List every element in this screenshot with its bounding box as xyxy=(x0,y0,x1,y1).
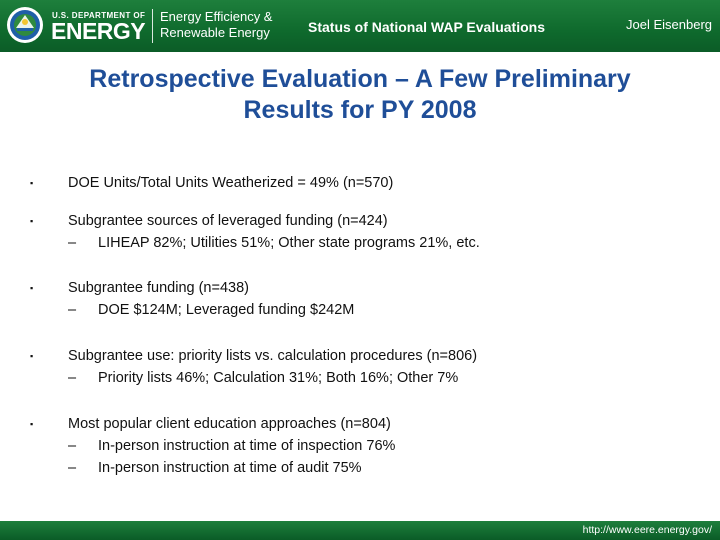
bullet-item: ▪ Subgrantee use: priority lists vs. cal… xyxy=(30,345,710,389)
slide-title-line-2: Results for PY 2008 xyxy=(243,96,477,124)
bullet-list: ▪ DOE Units/Total Units Weatherized = 49… xyxy=(30,172,710,479)
sub-bullet: – In-person instruction at time of inspe… xyxy=(68,435,710,457)
slide-title-line-1: Retrospective Evaluation – A Few Prelimi… xyxy=(89,65,631,93)
header-author: Joel Eisenberg xyxy=(626,17,712,32)
sub-bullet-dash: – xyxy=(68,235,77,251)
eere-line-2: Renewable Energy xyxy=(160,25,270,40)
bullet-item: ▪ Subgrantee funding (n=438) – DOE $124M… xyxy=(30,277,710,321)
header-bar: U.S. DEPARTMENT OF ENERGY Energy Efficie… xyxy=(0,0,720,52)
bullet-marker-icon: ▪ xyxy=(30,351,34,361)
eere-label: Energy Efficiency & Renewable Energy xyxy=(160,9,272,41)
bullet-item: ▪ Subgrantee sources of leveraged fundin… xyxy=(30,210,710,254)
bullet-text: Most popular client education approaches… xyxy=(68,416,391,432)
sub-bullet: – Priority lists 46%; Calculation 31%; B… xyxy=(68,367,710,389)
header-title: Status of National WAP Evaluations xyxy=(308,19,546,35)
sub-bullet-text: DOE $124M; Leveraged funding $242M xyxy=(98,302,355,318)
doe-label-energy: ENERGY xyxy=(51,18,146,44)
header-divider xyxy=(152,9,153,43)
sub-bullet-dash: – xyxy=(68,460,77,476)
doe-label-top: U.S. DEPARTMENT OF xyxy=(52,11,146,20)
sub-bullet: – DOE $124M; Leveraged funding $242M xyxy=(68,299,710,321)
sub-bullet-text: LIHEAP 82%; Utilities 51%; Other state p… xyxy=(98,235,480,251)
bullet-marker-icon: ▪ xyxy=(30,419,34,429)
footer-bar: http://www.eere.energy.gov/ xyxy=(0,521,720,540)
bullet-text: Subgrantee use: priority lists vs. calcu… xyxy=(68,348,478,364)
sub-bullet: – In-person instruction at time of audit… xyxy=(68,457,710,479)
doe-seal-icon xyxy=(7,7,43,43)
bullet-marker-icon: ▪ xyxy=(30,216,34,226)
sub-bullet-dash: – xyxy=(68,438,77,454)
eere-line-1: Energy Efficiency & xyxy=(160,9,273,24)
bullet-item: ▪ Most popular client education approach… xyxy=(30,413,710,479)
sub-bullet-text: In-person instruction at time of audit 7… xyxy=(98,460,362,476)
bullet-text: DOE Units/Total Units Weatherized = 49% … xyxy=(68,175,394,191)
sub-bullet-text: In-person instruction at time of inspect… xyxy=(98,438,396,454)
bullet-marker-icon: ▪ xyxy=(30,178,34,188)
bullet-marker-icon: ▪ xyxy=(30,283,34,293)
bullet-item: ▪ DOE Units/Total Units Weatherized = 49… xyxy=(30,172,710,194)
sub-bullet-text: Priority lists 46%; Calculation 31%; Bot… xyxy=(98,370,459,386)
footer-url-link[interactable]: http://www.eere.energy.gov/ xyxy=(582,524,712,536)
sub-bullet: – LIHEAP 82%; Utilities 51%; Other state… xyxy=(68,232,710,254)
sub-bullet-dash: – xyxy=(68,302,77,318)
bullet-text: Subgrantee sources of leveraged funding … xyxy=(68,213,388,229)
sub-bullet-dash: – xyxy=(68,370,77,386)
slide-title: Retrospective Evaluation – A Few Prelimi… xyxy=(0,64,720,126)
bullet-text: Subgrantee funding (n=438) xyxy=(68,280,249,296)
